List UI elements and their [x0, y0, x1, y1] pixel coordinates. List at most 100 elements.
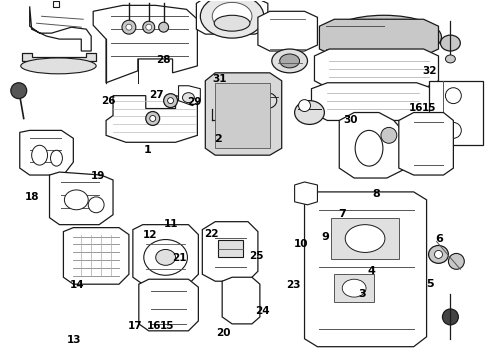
Text: 20: 20: [216, 328, 230, 338]
Ellipse shape: [143, 21, 155, 33]
Polygon shape: [258, 11, 318, 51]
Text: 17: 17: [128, 321, 143, 331]
Text: 22: 22: [204, 229, 218, 239]
Ellipse shape: [442, 309, 458, 325]
Ellipse shape: [298, 100, 311, 112]
Text: 5: 5: [426, 279, 434, 289]
Polygon shape: [315, 49, 439, 89]
Ellipse shape: [445, 88, 461, 104]
Text: 1: 1: [144, 145, 151, 155]
Text: 13: 13: [67, 335, 81, 345]
Ellipse shape: [159, 22, 169, 32]
Polygon shape: [339, 113, 407, 178]
Text: 3: 3: [358, 289, 366, 299]
Ellipse shape: [435, 251, 442, 258]
Polygon shape: [106, 96, 197, 142]
Ellipse shape: [144, 239, 188, 275]
Ellipse shape: [126, 24, 132, 30]
Text: 14: 14: [70, 280, 85, 291]
Ellipse shape: [156, 249, 175, 265]
Ellipse shape: [441, 35, 460, 51]
Ellipse shape: [214, 15, 250, 31]
Ellipse shape: [32, 145, 48, 165]
Ellipse shape: [448, 253, 465, 269]
Ellipse shape: [200, 0, 264, 38]
Polygon shape: [305, 192, 427, 347]
Text: 21: 21: [172, 253, 187, 263]
Text: 23: 23: [286, 280, 301, 291]
Polygon shape: [93, 5, 197, 83]
Bar: [429, 81, 483, 145]
Polygon shape: [20, 130, 74, 175]
Text: 10: 10: [294, 239, 308, 249]
Ellipse shape: [150, 116, 156, 121]
Polygon shape: [202, 222, 258, 281]
Text: 16: 16: [147, 321, 161, 331]
Text: 30: 30: [344, 115, 358, 125]
Polygon shape: [53, 1, 59, 7]
Text: 6: 6: [436, 234, 443, 244]
Ellipse shape: [212, 3, 252, 30]
Ellipse shape: [272, 49, 308, 73]
Polygon shape: [133, 225, 198, 284]
Ellipse shape: [257, 93, 277, 109]
Ellipse shape: [21, 58, 96, 74]
Text: 29: 29: [187, 97, 201, 107]
Polygon shape: [312, 83, 434, 121]
Ellipse shape: [445, 122, 461, 138]
Ellipse shape: [122, 20, 136, 34]
Ellipse shape: [64, 190, 88, 210]
Text: 12: 12: [143, 230, 157, 240]
Ellipse shape: [342, 279, 366, 297]
Text: 8: 8: [372, 189, 380, 199]
Text: 15: 15: [421, 103, 436, 113]
Polygon shape: [63, 228, 129, 284]
Text: 27: 27: [149, 90, 164, 100]
Text: 25: 25: [249, 251, 264, 261]
Text: 24: 24: [255, 306, 270, 316]
Text: 26: 26: [100, 96, 115, 106]
Ellipse shape: [355, 130, 383, 166]
Polygon shape: [399, 113, 453, 175]
Ellipse shape: [445, 55, 455, 63]
Polygon shape: [139, 279, 198, 331]
Polygon shape: [294, 182, 318, 205]
Ellipse shape: [168, 98, 173, 104]
Polygon shape: [178, 86, 200, 105]
Polygon shape: [196, 0, 268, 34]
Polygon shape: [215, 83, 270, 148]
Text: 19: 19: [91, 171, 105, 181]
Text: 16: 16: [409, 103, 423, 113]
Polygon shape: [49, 172, 113, 225]
Bar: [331, 218, 399, 260]
Ellipse shape: [429, 246, 448, 264]
Text: 28: 28: [156, 55, 171, 65]
Polygon shape: [205, 73, 282, 155]
Ellipse shape: [88, 197, 104, 213]
Ellipse shape: [11, 83, 26, 99]
Ellipse shape: [164, 94, 177, 108]
Ellipse shape: [146, 24, 152, 30]
Polygon shape: [222, 277, 260, 324]
Bar: [334, 274, 374, 302]
Polygon shape: [319, 19, 439, 56]
Ellipse shape: [182, 93, 195, 103]
Text: 11: 11: [164, 219, 178, 229]
Ellipse shape: [326, 15, 441, 59]
Text: 32: 32: [422, 66, 437, 76]
Text: 4: 4: [368, 266, 375, 276]
Ellipse shape: [345, 225, 385, 252]
Ellipse shape: [294, 100, 324, 125]
Text: 7: 7: [339, 209, 346, 219]
Ellipse shape: [381, 127, 397, 143]
Text: 31: 31: [213, 74, 227, 84]
Ellipse shape: [280, 54, 299, 68]
Text: 9: 9: [321, 232, 329, 242]
Polygon shape: [22, 53, 96, 61]
Text: 2: 2: [215, 134, 222, 144]
Ellipse shape: [146, 112, 160, 125]
Bar: [218, 239, 243, 257]
Ellipse shape: [50, 150, 62, 166]
Text: 18: 18: [25, 192, 39, 202]
Text: 15: 15: [160, 321, 174, 331]
